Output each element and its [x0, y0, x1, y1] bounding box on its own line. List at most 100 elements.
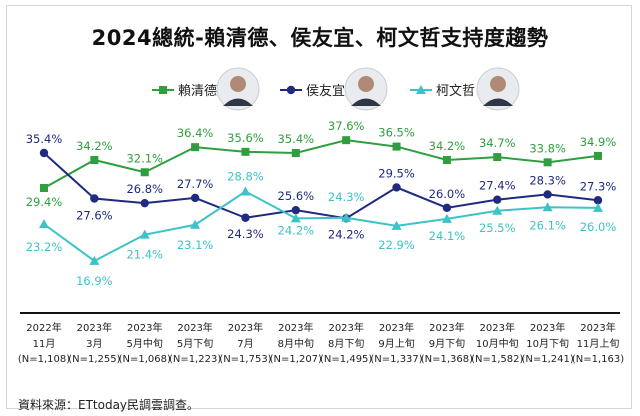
source-note: 資料來源：ETtoday民調雲調查。	[18, 398, 200, 412]
data-point-s2-3	[140, 198, 149, 208]
data-point-s1-5	[241, 147, 250, 156]
data-point-s1-4	[191, 143, 200, 152]
data-label-s3-11: 26.1%	[529, 218, 566, 232]
x-tick-year-2: 2023年	[77, 321, 112, 334]
x-tick-year-9: 2023年	[429, 321, 464, 334]
x-tick-period-6: 8月中旬	[278, 337, 314, 350]
x-tick-n-12: (N=1,163)	[572, 354, 624, 365]
data-point-s2-4	[190, 193, 200, 203]
data-point-s1-8	[392, 142, 401, 151]
data-point-s1-3	[140, 168, 149, 177]
data-label-s3-5: 28.8%	[227, 170, 264, 184]
data-point-s3-3	[139, 229, 150, 239]
legend-label-3: 柯文哲	[436, 84, 475, 99]
candidate-photo-head-2	[358, 76, 374, 92]
data-label-s3-9: 24.1%	[429, 229, 466, 243]
data-label-s1-5: 35.6%	[227, 131, 264, 145]
data-label-s2-5: 24.3%	[227, 227, 264, 241]
series-line-3	[43, 190, 599, 263]
data-point-s3-6	[290, 213, 301, 223]
data-label-s2-6: 25.6%	[278, 189, 315, 203]
data-label-s1-7: 37.6%	[328, 119, 365, 133]
x-tick-n-8: (N=1,337)	[370, 354, 422, 365]
legend-marker-1	[159, 86, 167, 94]
x-tick-period-7: 8月下旬	[328, 337, 364, 350]
data-label-s1-10: 34.7%	[479, 136, 516, 150]
x-tick-period-11: 10月下旬	[526, 337, 569, 350]
axis-top-rule	[20, 312, 620, 314]
data-label-s2-1: 35.4%	[26, 132, 63, 146]
x-tick-year-8: 2023年	[379, 321, 414, 334]
x-tick-year-10: 2023年	[480, 321, 515, 334]
data-point-s1-12	[594, 151, 602, 160]
data-point-s2-11	[543, 190, 552, 199]
data-point-s3-11	[542, 202, 553, 212]
data-label-s2-2: 27.6%	[76, 209, 113, 223]
data-point-s2-10	[493, 195, 502, 204]
data-point-s3-5	[240, 186, 251, 196]
x-tick-year-6: 2023年	[278, 321, 313, 334]
chart-title: 2024總統-賴清德、侯友宜、柯文哲支持度趨勢	[91, 26, 549, 50]
series-line-2	[43, 152, 599, 220]
x-tick-n-10: (N=1,582)	[471, 354, 523, 365]
legend-marker-3	[416, 85, 426, 94]
x-tick-period-5: 7月	[237, 338, 253, 350]
data-label-s3-1: 23.2%	[26, 240, 63, 254]
data-point-s3-2	[89, 255, 100, 265]
candidate-photo-body-1	[223, 98, 253, 106]
data-label-s3-3: 21.4%	[126, 248, 163, 262]
x-tick-n-7: (N=1,495)	[320, 354, 372, 365]
x-tick-n-3: (N=1,068)	[119, 354, 171, 365]
x-tick-year-1: 2022年	[26, 321, 61, 334]
data-point-s2-2	[90, 194, 99, 203]
data-label-s3-7: 24.3%	[328, 190, 365, 204]
x-tick-year-12: 2023年	[580, 321, 615, 334]
data-label-s3-2: 16.9%	[76, 274, 113, 288]
data-point-s3-7	[341, 212, 352, 222]
x-tick-n-2: (N=1,255)	[68, 354, 120, 365]
data-point-s2-8	[392, 183, 401, 192]
x-tick-period-2: 3月	[86, 338, 102, 350]
data-point-s3-9	[441, 213, 452, 223]
candidate-photo-head-1	[230, 76, 246, 92]
x-tick-period-10: 10月中旬	[476, 337, 519, 350]
data-point-s1-1	[40, 184, 48, 192]
data-label-s3-10: 25.5%	[479, 221, 516, 235]
data-label-s1-11: 33.8%	[529, 141, 566, 155]
data-point-s2-6	[291, 205, 301, 215]
data-label-s1-9: 34.2%	[429, 139, 466, 153]
data-point-s2-5	[241, 213, 250, 222]
data-point-s1-9	[442, 156, 451, 164]
candidate-photo-head-3	[490, 76, 506, 92]
data-label-s1-4: 36.4%	[177, 126, 214, 140]
data-point-s1-6	[291, 149, 300, 157]
series-line-1	[43, 139, 599, 189]
x-tick-period-4: 5月下旬	[177, 337, 213, 350]
x-tick-n-11: (N=1,241)	[521, 354, 573, 365]
x-tick-year-5: 2023年	[228, 321, 263, 334]
candidate-photo-body-3	[483, 98, 513, 106]
data-label-s1-1: 29.4%	[26, 195, 63, 209]
x-tick-period-1: 11月	[33, 338, 56, 350]
data-label-s2-7: 24.2%	[328, 227, 365, 241]
data-label-s3-6: 24.2%	[278, 223, 315, 237]
legend-marker-2	[286, 85, 296, 95]
data-point-s1-11	[543, 158, 552, 167]
x-tick-year-11: 2023年	[530, 321, 565, 334]
data-point-s2-12	[593, 196, 603, 205]
legend-label-1: 賴清德	[178, 84, 217, 99]
data-label-s2-3: 26.8%	[126, 182, 163, 196]
x-tick-year-3: 2023年	[127, 321, 162, 334]
x-tick-n-1: (N=1,108)	[18, 354, 70, 365]
data-point-s1-2	[90, 156, 99, 164]
data-label-s2-10: 27.4%	[479, 179, 516, 193]
data-point-s3-10	[492, 205, 503, 215]
data-label-s1-8: 36.5%	[378, 126, 415, 140]
data-label-s3-12: 26.0%	[580, 220, 617, 234]
data-point-s3-8	[391, 220, 402, 230]
data-label-s1-2: 34.2%	[76, 139, 113, 153]
data-label-s2-4: 27.7%	[177, 177, 214, 191]
data-label-s1-3: 32.1%	[126, 151, 163, 165]
x-tick-n-6: (N=1,207)	[270, 354, 322, 365]
